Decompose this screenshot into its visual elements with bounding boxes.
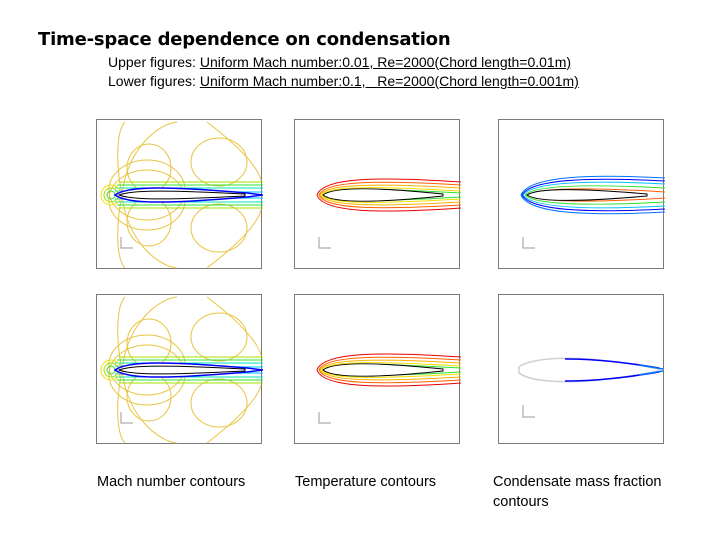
page-title: Time-space dependence on condensation <box>38 29 451 50</box>
lower-temperature-contour-plot <box>294 294 461 444</box>
temperature-contours-lower <box>316 353 461 424</box>
upper-label: Upper figures: <box>108 54 200 70</box>
upper-condensate-contour-plot <box>498 119 665 269</box>
mach-contours-lower <box>100 296 263 444</box>
upper-mach-contour-plot <box>96 119 263 269</box>
upper-description: Uniform Mach number:0.01, Re=2000(Chord … <box>199 54 572 70</box>
lower-figures-line: Lower figures: Uniform Mach number:0.1, … <box>108 73 579 89</box>
temperature-contours-upper <box>316 178 461 249</box>
caption-condensate: Condensate mass fraction contours <box>493 472 661 512</box>
lower-condensate-contour-plot <box>498 294 664 444</box>
upper-temperature-contour-plot <box>294 119 461 269</box>
caption-mach: Mach number contours <box>97 474 246 490</box>
lower-description: Uniform Mach number:0.1, Re=2000(Chord l… <box>199 73 579 89</box>
condensate-contours-lower <box>518 357 664 418</box>
upper-figures-line: Upper figures: Uniform Mach number:0.01,… <box>108 54 571 70</box>
lower-mach-contour-plot <box>96 294 263 444</box>
caption-condensate-line2: contours <box>493 494 549 510</box>
lower-label: Lower figures: <box>108 73 200 89</box>
caption-condensate-line1: Condensate mass fraction <box>493 474 662 490</box>
caption-temperature: Temperature contours <box>295 474 437 490</box>
condensate-contours-upper <box>520 175 665 249</box>
mach-contours-upper <box>100 121 263 269</box>
